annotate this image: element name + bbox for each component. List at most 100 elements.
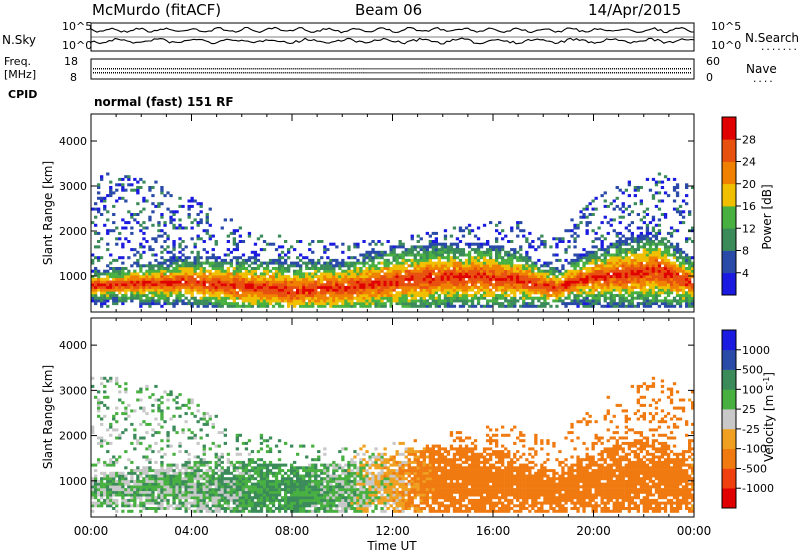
power-cell xyxy=(326,272,329,275)
power-cell xyxy=(251,286,254,289)
power-cell xyxy=(637,262,640,265)
power-cell xyxy=(185,302,188,305)
power-cell xyxy=(269,299,272,302)
power-cell xyxy=(362,275,365,278)
nave-dot xyxy=(135,72,136,74)
power-cell xyxy=(628,275,631,278)
power-colorbar-label: Power [dB] xyxy=(760,184,774,249)
power-cell xyxy=(429,259,432,262)
power-cell xyxy=(106,264,109,267)
power-cell xyxy=(251,272,254,275)
power-cell xyxy=(212,235,215,238)
power-cell xyxy=(625,289,628,292)
freq-dot xyxy=(514,68,515,70)
power-cell xyxy=(163,278,166,281)
power-cell xyxy=(94,278,97,281)
freq-dot xyxy=(307,68,308,70)
power-cell xyxy=(498,283,501,286)
power-cell xyxy=(435,272,438,275)
power-cell xyxy=(341,286,344,289)
power-cell xyxy=(200,278,203,281)
power-cell xyxy=(589,256,592,259)
power-cell xyxy=(619,275,622,278)
power-cell xyxy=(426,267,429,270)
power-cell xyxy=(133,248,136,251)
power-cell xyxy=(323,262,326,265)
power-cell xyxy=(278,297,281,300)
power-cell xyxy=(495,262,498,265)
power-cell xyxy=(510,229,513,232)
power-cell xyxy=(142,200,145,203)
power-cell xyxy=(667,178,670,181)
nave-dot xyxy=(383,72,384,74)
power-cell xyxy=(335,275,338,278)
power-cell xyxy=(658,232,661,235)
power-cell xyxy=(299,305,302,308)
power-cell xyxy=(112,291,115,294)
power-cell xyxy=(233,240,236,243)
power-cell xyxy=(359,267,362,270)
power-cell xyxy=(598,275,601,278)
power-cell xyxy=(371,294,374,297)
power-cell xyxy=(115,286,118,289)
power-cell xyxy=(679,299,682,302)
power-cell xyxy=(160,262,163,265)
power-cell xyxy=(604,299,607,302)
nave-dot xyxy=(460,72,461,74)
power-cell xyxy=(350,270,353,273)
power-cell xyxy=(296,275,299,278)
power-cell xyxy=(197,283,200,286)
power-cell xyxy=(362,291,365,294)
power-cell xyxy=(582,256,585,259)
power-cell xyxy=(420,302,423,305)
power-cell xyxy=(595,302,598,305)
power-cell xyxy=(525,272,528,275)
power-cell xyxy=(570,283,573,286)
power-cell xyxy=(230,297,233,300)
power-cell xyxy=(347,256,350,259)
power-cell xyxy=(552,278,555,281)
power-cell xyxy=(640,294,643,297)
freq-dot xyxy=(249,68,250,70)
power-cell xyxy=(592,278,595,281)
power-cell xyxy=(573,294,576,297)
power-cell xyxy=(97,210,100,213)
power-cell xyxy=(513,291,516,294)
power-cell xyxy=(109,272,112,275)
power-cell xyxy=(148,264,151,267)
power-cell xyxy=(673,251,676,254)
power-cell xyxy=(592,254,595,257)
power-cell xyxy=(380,267,383,270)
nave-dot xyxy=(564,72,565,74)
power-cell xyxy=(637,243,640,246)
power-cell xyxy=(380,291,383,294)
power-cell xyxy=(519,229,522,232)
power-cell xyxy=(492,286,495,289)
power-cell xyxy=(405,262,408,265)
power-cell xyxy=(335,264,338,267)
power-cell xyxy=(682,283,685,286)
power-cell xyxy=(254,291,257,294)
power-cell xyxy=(423,297,426,300)
power-cell xyxy=(646,259,649,262)
nave-dot xyxy=(273,72,274,74)
nave-dot xyxy=(638,72,639,74)
power-cell xyxy=(393,294,396,297)
power-cell xyxy=(495,289,498,292)
power-cell xyxy=(610,270,613,273)
power-cell xyxy=(218,262,221,265)
noise-left-label: N.Sky xyxy=(2,33,36,47)
power-cell xyxy=(215,267,218,270)
power-cell xyxy=(513,286,516,289)
power-cell xyxy=(287,256,290,259)
power-cell xyxy=(290,297,293,300)
power-cell xyxy=(151,289,154,292)
power-cell xyxy=(649,275,652,278)
power-cell xyxy=(525,275,528,278)
nave-dot xyxy=(267,72,268,74)
power-cell xyxy=(576,264,579,267)
power-cell xyxy=(172,224,175,227)
power-cell xyxy=(181,283,184,286)
power-cell xyxy=(203,248,206,251)
freq-dot xyxy=(391,68,392,70)
